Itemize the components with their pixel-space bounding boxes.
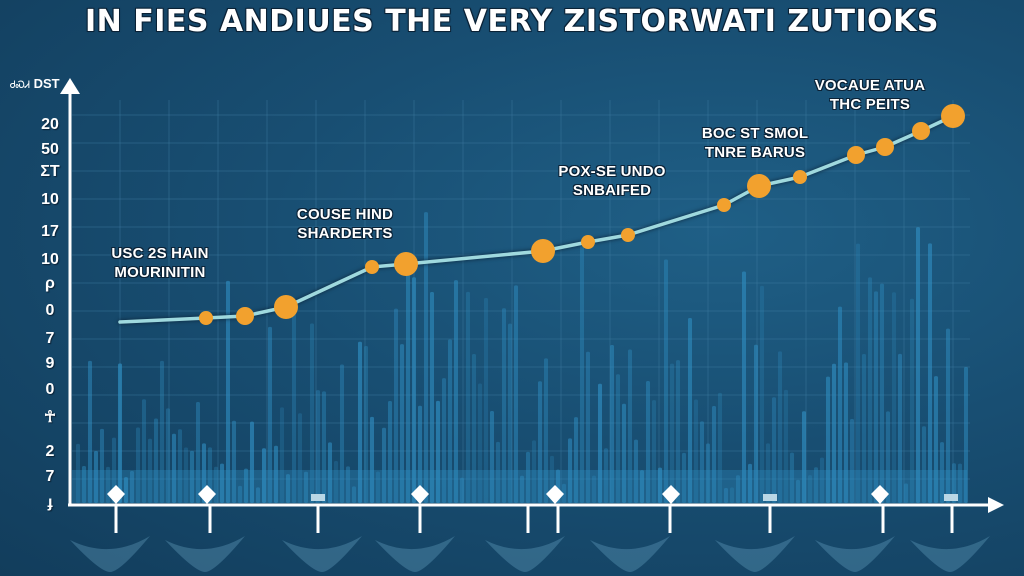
square-marker-icon	[944, 494, 958, 501]
y-axis-arrow-icon	[60, 78, 80, 94]
data-point-marker[interactable]	[199, 311, 213, 325]
y-tick-label: ☥	[44, 409, 56, 426]
y-tick-label: 10	[41, 251, 59, 268]
y-tick-label: 0	[45, 381, 55, 398]
background-bars	[72, 212, 968, 504]
diamond-marker-icon[interactable]	[411, 485, 429, 504]
chevron-badge-icon	[375, 536, 455, 572]
chart-annotation: BOC ST SMOL TNRE BARUS	[701, 125, 809, 161]
x-axis-arrow-icon	[988, 497, 1004, 513]
data-point-marker[interactable]	[365, 260, 379, 274]
y-tick-label: ɟ	[47, 494, 53, 511]
y-tick-label: 0	[45, 302, 55, 319]
data-point-marker[interactable]	[847, 146, 865, 164]
data-point-marker[interactable]	[236, 307, 254, 325]
chart-title: IN FIES ANDIUES THE VERY ZISTORWATI ZUTI…	[85, 4, 939, 39]
data-point-marker[interactable]	[912, 122, 930, 140]
data-point-marker[interactable]	[621, 228, 635, 242]
data-point-marker[interactable]	[876, 138, 894, 156]
diamond-marker-icon[interactable]	[871, 485, 889, 504]
y-axis-title-prefix: ᏧᏍᏗ	[10, 80, 30, 91]
chevron-badge-icon	[815, 536, 895, 572]
data-point-marker[interactable]	[941, 104, 965, 128]
y-tick-label: ρ	[45, 275, 55, 292]
square-marker-icon	[763, 494, 777, 501]
y-tick-label: 10	[41, 191, 59, 208]
chevron-badge-icon	[165, 536, 245, 572]
chevron-badge-icon	[70, 536, 150, 572]
x-axis-markers	[107, 485, 958, 504]
data-point-marker[interactable]	[581, 235, 595, 249]
y-tick-label: 20	[41, 116, 59, 133]
data-point-marker[interactable]	[717, 198, 731, 212]
data-point-marker[interactable]	[394, 252, 418, 276]
chevron-badge-icon	[485, 536, 565, 572]
data-points	[199, 104, 965, 325]
y-axis-title-text: DST	[33, 76, 60, 91]
data-point-marker[interactable]	[747, 174, 771, 198]
chart-annotation: VOCAUE ATUA THC PEITS	[814, 77, 926, 113]
data-point-marker[interactable]	[793, 170, 807, 184]
y-tick-label: 2	[45, 443, 55, 460]
y-tick-label: 17	[41, 223, 59, 240]
y-axis-title: ᏧᏍᏗ DST	[10, 76, 60, 91]
diamond-marker-icon[interactable]	[198, 485, 216, 504]
chart-annotation: POX-SE UNDO SNBAIFED	[558, 163, 666, 199]
diamond-marker-icon[interactable]	[107, 485, 125, 504]
y-tick-label: ΣT	[40, 163, 60, 180]
chart-annotation: COUSE HIND SHARDERTS	[296, 206, 394, 242]
y-tick-label: 9	[45, 355, 55, 372]
chevron-badge-icon	[282, 536, 362, 572]
chevron-badge-icon	[910, 536, 990, 572]
diamond-marker-icon[interactable]	[662, 485, 680, 504]
trend-line	[118, 114, 955, 324]
data-point-marker[interactable]	[531, 239, 555, 263]
diamond-marker-icon[interactable]	[546, 485, 564, 504]
chevron-badge-icon	[590, 536, 670, 572]
footer-icons	[70, 536, 990, 572]
y-tick-label: 7	[45, 468, 55, 485]
square-marker-icon	[311, 494, 325, 501]
grid-lines	[72, 100, 970, 503]
x-axis-ticks	[114, 505, 954, 533]
chevron-badge-icon	[715, 536, 795, 572]
data-point-marker[interactable]	[274, 295, 298, 319]
chart-annotation: USC 2S HAIN MOURINITIN	[111, 245, 209, 281]
y-tick-label: 50	[41, 141, 59, 158]
y-tick-label: 7	[45, 330, 55, 347]
